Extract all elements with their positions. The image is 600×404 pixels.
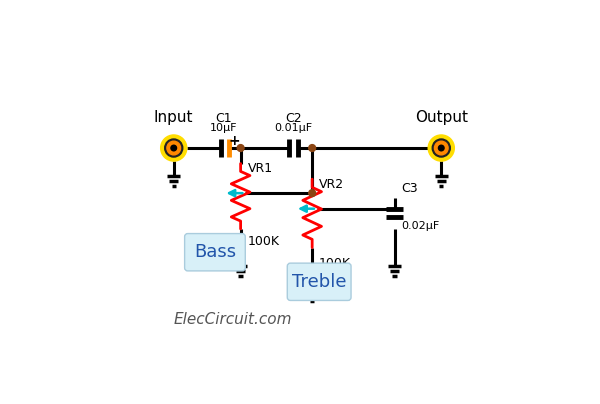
Text: 100K: 100K <box>319 257 351 269</box>
Circle shape <box>309 190 316 197</box>
Text: VR1: VR1 <box>247 162 272 175</box>
Text: Input: Input <box>154 110 193 125</box>
Circle shape <box>432 139 450 157</box>
Circle shape <box>165 139 183 157</box>
Circle shape <box>161 135 187 161</box>
Circle shape <box>167 141 181 155</box>
Text: 0.01μF: 0.01μF <box>274 123 313 133</box>
Text: VR2: VR2 <box>319 178 344 191</box>
Circle shape <box>439 145 444 151</box>
Circle shape <box>434 141 448 155</box>
Circle shape <box>237 145 244 152</box>
Text: C1: C1 <box>215 112 232 125</box>
Circle shape <box>309 145 316 152</box>
Text: 10μF: 10μF <box>210 123 237 133</box>
Text: 0.02μF: 0.02μF <box>401 221 440 231</box>
FancyBboxPatch shape <box>287 263 351 301</box>
Text: C2: C2 <box>285 112 302 125</box>
Text: +: + <box>229 134 241 148</box>
FancyBboxPatch shape <box>185 234 245 271</box>
Text: 100K: 100K <box>247 235 280 248</box>
Text: Bass: Bass <box>194 243 236 261</box>
Text: Output: Output <box>415 110 468 125</box>
Text: C3: C3 <box>401 182 418 195</box>
Circle shape <box>171 145 176 151</box>
Circle shape <box>428 135 454 161</box>
Text: Treble: Treble <box>292 273 346 291</box>
Text: ElecCircuit.com: ElecCircuit.com <box>174 311 292 326</box>
